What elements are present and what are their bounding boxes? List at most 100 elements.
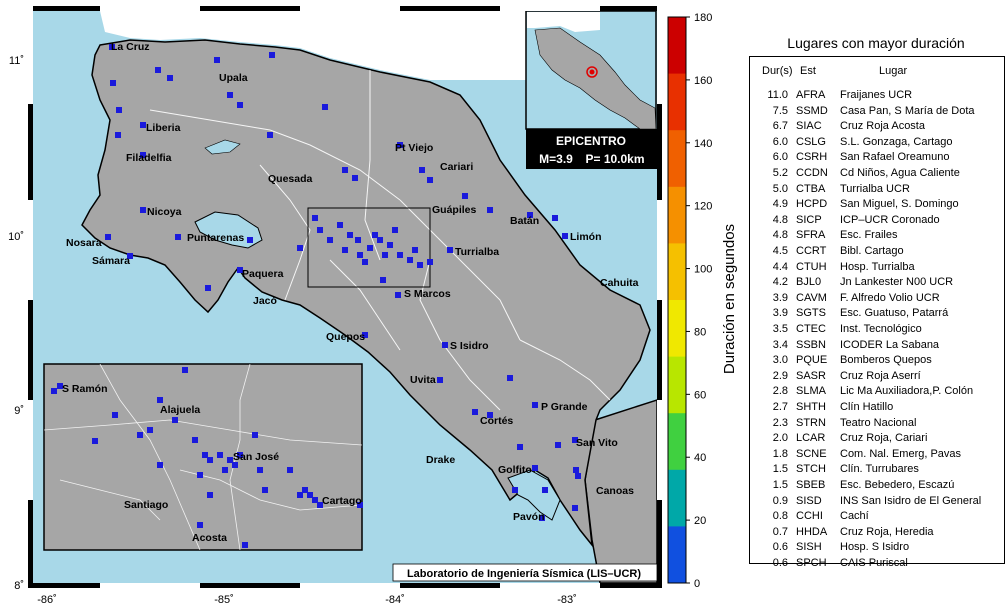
station-marker bbox=[116, 107, 122, 113]
legend-row: 6.7 SIAC Cruz Roja Acosta bbox=[750, 120, 1004, 135]
station-marker bbox=[355, 237, 361, 243]
colorbar-tick-label: 40 bbox=[694, 452, 706, 464]
station-marker bbox=[175, 234, 181, 240]
place-label-pavon: Pavón bbox=[513, 511, 545, 523]
legend-cell-dur: 2.9 bbox=[772, 369, 788, 382]
inset-station-marker bbox=[317, 502, 323, 508]
inset-label-alajuela: Alajuela bbox=[160, 404, 200, 416]
legend-cell-lugar: Cruz Roja, Heredia bbox=[840, 525, 934, 538]
station-marker bbox=[539, 515, 545, 521]
station-marker bbox=[317, 227, 323, 233]
inset-station-marker bbox=[237, 452, 243, 458]
legend-header-dur: Dur(s) bbox=[762, 65, 793, 77]
legend-cell-lugar: Cruz Roja Acosta bbox=[840, 120, 925, 133]
legend-row: 0.8 CCHI Cachí bbox=[750, 510, 1004, 525]
inset-station-marker bbox=[217, 452, 223, 458]
station-marker bbox=[472, 409, 478, 415]
lon-tick-label: -85˚ bbox=[214, 594, 234, 606]
legend-row: 2.0 LCAR Cruz Roja, Cariari bbox=[750, 432, 1004, 447]
legend-cell-dur: 3.9 bbox=[772, 307, 788, 320]
place-label-quepos: Quepos bbox=[326, 331, 365, 343]
station-marker bbox=[427, 259, 433, 265]
inset-label-cartago: Cartago bbox=[322, 495, 362, 507]
legend-cell-est: CCHI bbox=[796, 510, 823, 523]
station-marker bbox=[109, 44, 115, 50]
legend-cell-lugar: Cruz Roja, Cariari bbox=[840, 432, 928, 445]
legend-cell-lugar: CAIS Puriscal bbox=[840, 557, 908, 569]
colorbar-tick-label: 0 bbox=[694, 578, 700, 590]
place-label-drake: Drake bbox=[426, 454, 455, 466]
station-marker bbox=[167, 75, 173, 81]
legend-cell-est: CCDN bbox=[796, 167, 828, 179]
inset-station-marker bbox=[222, 467, 228, 473]
legend-row: 3.9 CAVM F. Alfredo Volio UCR bbox=[750, 292, 1004, 307]
station-marker bbox=[357, 252, 363, 258]
legend-cell-lugar: INS San Isidro de El General bbox=[840, 494, 982, 507]
station-marker bbox=[105, 234, 111, 240]
station-marker bbox=[214, 57, 220, 63]
legend-row: 1.8 SCNE Com. Nal. Emerg, Pavas bbox=[750, 448, 1004, 463]
legend-cell-est: SCNE bbox=[796, 447, 827, 460]
station-marker bbox=[327, 237, 333, 243]
inset-station-marker bbox=[207, 457, 213, 463]
legend-cell-lugar: Hosp. S Isidro bbox=[840, 541, 910, 554]
colorbar-segment bbox=[668, 243, 686, 301]
station-marker bbox=[155, 67, 161, 73]
place-label-turrialba: Turrialba bbox=[455, 246, 499, 258]
place-label-liberia: Liberia bbox=[146, 122, 181, 134]
place-label-canoas: Canoas bbox=[596, 485, 634, 497]
station-marker bbox=[462, 193, 468, 199]
legend-cell-dur: 3.9 bbox=[772, 291, 788, 304]
colorbar-segment bbox=[668, 300, 686, 358]
lake-arenal bbox=[204, 139, 241, 155]
place-label-quesada: Quesada bbox=[268, 173, 313, 185]
legend-cell-lugar: F. Alfredo Volio UCR bbox=[840, 291, 940, 304]
colorbar-border bbox=[667, 16, 687, 584]
station-marker bbox=[442, 342, 448, 348]
legend-cell-lugar: San Miguel, S. Domingo bbox=[840, 198, 959, 211]
inset-station-marker bbox=[357, 502, 363, 508]
station-marker bbox=[372, 232, 378, 238]
inset-station-marker bbox=[262, 487, 268, 493]
lon-tick-label: -84˚ bbox=[385, 594, 405, 606]
place-label-cahuita: Cahuita bbox=[600, 277, 639, 289]
place-label-la-cruz: La Cruz bbox=[111, 41, 150, 53]
legend-row: 3.4 SSBN ICODER La Sabana bbox=[750, 339, 1004, 354]
place-label-s-isidro: S Isidro bbox=[450, 340, 489, 352]
station-marker bbox=[562, 233, 568, 239]
station-marker bbox=[362, 332, 368, 338]
inset-station-marker bbox=[112, 412, 118, 418]
legend-cell-est: SISD bbox=[796, 494, 822, 507]
station-marker bbox=[552, 215, 558, 221]
legend-row: 5.0 CTBA Turrialba UCR bbox=[750, 183, 1004, 198]
legend-cell-dur: 3.0 bbox=[772, 354, 788, 367]
colorbar-segment bbox=[668, 73, 686, 131]
epicenter-depth: P= 10.0km bbox=[585, 152, 644, 166]
station-marker bbox=[392, 227, 398, 233]
legend-row: 4.2 BJL0 Jn Lankester N00 UCR bbox=[750, 276, 1004, 291]
legend-row: 3.5 CTEC Inst. Tecnológico bbox=[750, 323, 1004, 338]
legend-cell-est: PQUE bbox=[796, 354, 828, 367]
nicaragua-land bbox=[100, 11, 530, 80]
station-marker bbox=[269, 52, 275, 58]
inset-station-marker bbox=[182, 367, 188, 373]
station-marker bbox=[517, 444, 523, 450]
station-marker bbox=[237, 102, 243, 108]
inset-station-marker bbox=[197, 472, 203, 478]
legend-cell-lugar: Jn Lankester N00 UCR bbox=[840, 276, 954, 289]
colorbar-tick-label: 180 bbox=[694, 12, 712, 24]
inset-label-santiago: Santiago bbox=[124, 499, 168, 511]
station-marker bbox=[367, 245, 373, 251]
inset-station-marker bbox=[232, 462, 238, 468]
station-marker bbox=[512, 487, 518, 493]
legend-row: 4.9 HCPD San Miguel, S. Domingo bbox=[750, 198, 1004, 213]
inset-station-marker bbox=[207, 492, 213, 498]
legend-cell-lugar: Hosp. Turrialba bbox=[840, 260, 915, 273]
colorbar-segment bbox=[668, 526, 686, 584]
station-marker bbox=[312, 215, 318, 221]
station-marker bbox=[377, 237, 383, 243]
station-marker bbox=[573, 467, 579, 473]
station-marker bbox=[267, 132, 273, 138]
legend-cell-lugar: Turrialba UCR bbox=[840, 182, 910, 195]
